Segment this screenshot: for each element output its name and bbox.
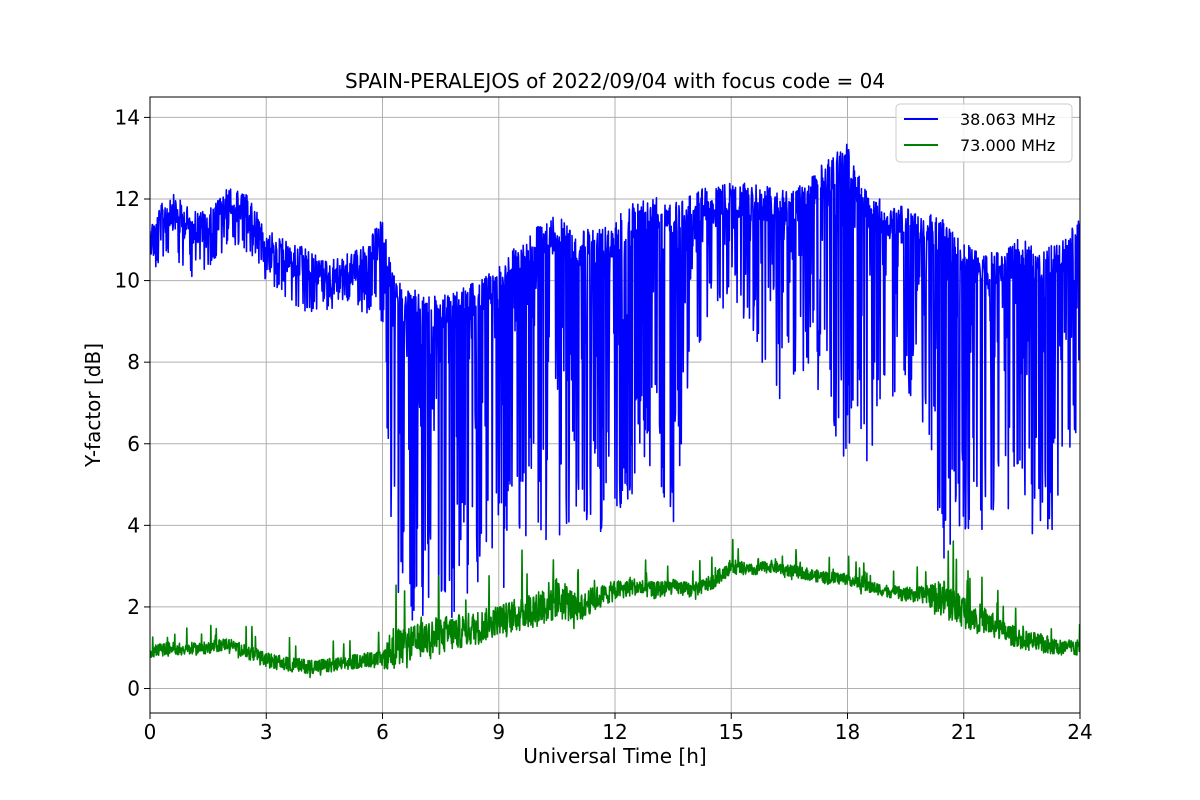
y-tick-label: 12 <box>115 187 140 211</box>
y-tick-label: 8 <box>127 350 140 374</box>
series-line-38mhz <box>150 143 1080 633</box>
y-tick-label: 0 <box>127 677 140 701</box>
y-tick-label: 10 <box>115 269 140 293</box>
x-tick-label: 6 <box>376 720 389 744</box>
x-tick-label: 24 <box>1067 720 1092 744</box>
x-axis-ticks: 0 3 6 9 12 15 18 21 24 <box>144 713 1093 744</box>
x-tick-label: 15 <box>719 720 744 744</box>
legend-box <box>895 103 1073 163</box>
legend: 38.063 MHz 73.000 MHz <box>895 103 1073 163</box>
x-axis-label: Universal Time [h] <box>523 744 706 768</box>
series-line-73mhz <box>150 538 1080 679</box>
y-tick-label: 2 <box>127 595 140 619</box>
series-layer <box>150 143 1080 679</box>
x-tick-label: 18 <box>835 720 860 744</box>
x-tick-label: 0 <box>144 720 157 744</box>
legend-label-38mhz: 38.063 MHz <box>960 110 1055 129</box>
legend-label-73mhz: 73.000 MHz <box>960 136 1055 155</box>
x-tick-label: 12 <box>602 720 627 744</box>
chart-title: SPAIN-PERALEJOS of 2022/09/04 with focus… <box>345 69 885 93</box>
x-tick-label: 21 <box>951 720 976 744</box>
y-tick-label: 4 <box>127 513 140 537</box>
x-tick-label: 3 <box>260 720 273 744</box>
y-axis-label: Y-factor [dB] <box>81 343 105 468</box>
y-axis-ticks: 0 2 4 6 8 10 12 14 <box>115 105 150 701</box>
x-tick-label: 9 <box>492 720 505 744</box>
y-tick-label: 6 <box>127 432 140 456</box>
y-tick-label: 14 <box>115 105 140 129</box>
